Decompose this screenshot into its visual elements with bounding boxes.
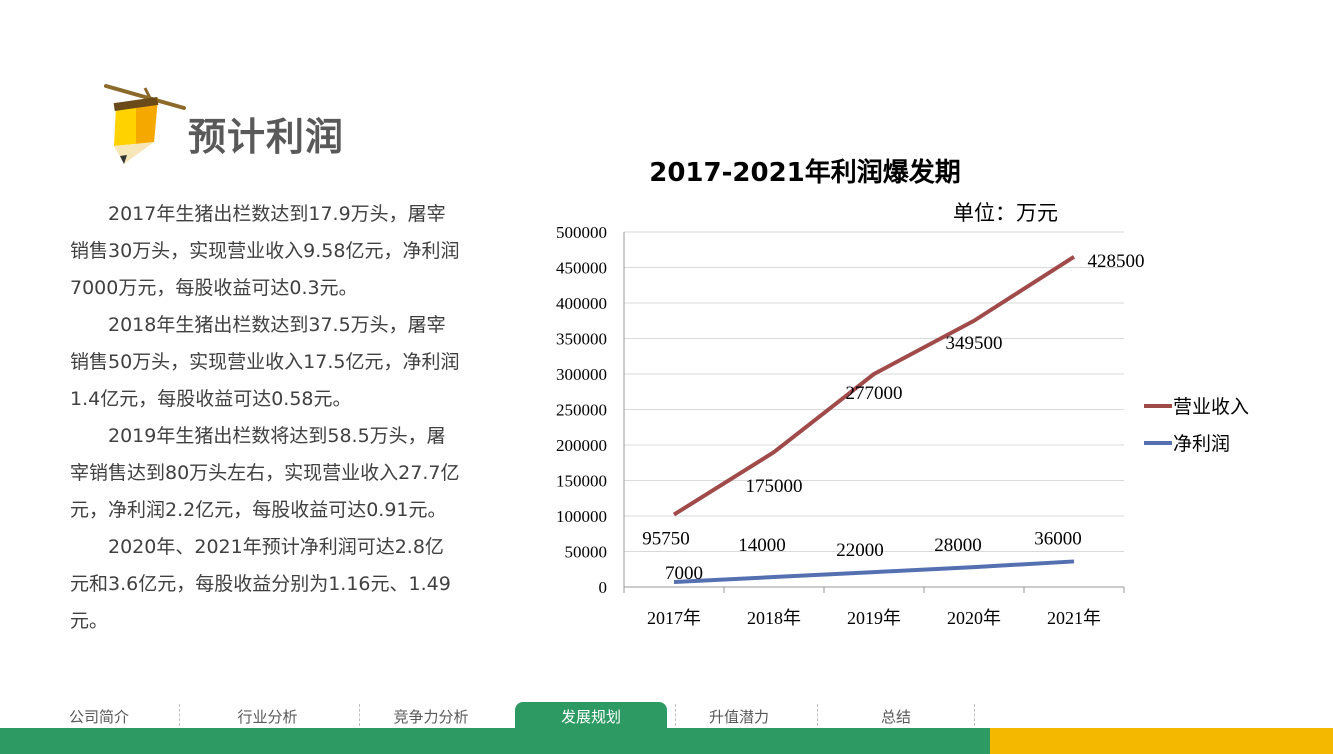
description-text: 2017年生猪出栏数达到17.9万头，屠宰销售30万头，实现营业收入9.58亿元… <box>70 196 462 640</box>
legend-label: 营业收入 <box>1173 396 1249 418</box>
paragraph: 2018年生猪出栏数达到37.5万头，屠宰销售50万头，实现营业收入17.5亿元… <box>70 314 460 410</box>
legend-label: 净利润 <box>1173 433 1230 455</box>
series-line-revenue <box>672 255 1076 517</box>
chart-unit-label: 单位：万元 <box>953 201 1058 225</box>
y-tick-label: 150000 <box>556 472 607 491</box>
x-tick-label: 2020年 <box>947 608 1001 628</box>
tab-separator <box>675 704 676 726</box>
chart-title: 2017-2021年利润爆发期 <box>649 158 961 188</box>
y-tick-label: 300000 <box>556 365 607 384</box>
tab-separator <box>179 704 180 726</box>
paragraph: 2019年生猪出栏数将达到58.5万头，屠宰销售达到80万头左右，实现营业收入2… <box>70 425 460 521</box>
data-label: 349500 <box>946 333 1003 354</box>
footer-bar-yellow <box>990 728 1333 754</box>
series-line-net-profit <box>673 559 1075 585</box>
y-tick-label: 250000 <box>556 401 607 420</box>
y-tick-label: 450000 <box>556 259 607 278</box>
y-tick-label: 400000 <box>556 294 607 313</box>
tab-separator <box>817 704 818 726</box>
footer-bar-green <box>0 728 990 754</box>
x-tick-label: 2017年 <box>647 608 701 628</box>
x-tick-label: 2018年 <box>747 608 801 628</box>
tab-company-intro[interactable]: 公司简介 <box>68 708 129 726</box>
y-tick-label: 0 <box>599 578 608 597</box>
data-label: 95750 <box>642 529 690 550</box>
x-tick-label: 2019年 <box>847 608 901 628</box>
tab-separator <box>974 704 975 726</box>
tab-appreciation-potential[interactable]: 升值潜力 <box>708 708 769 726</box>
data-label: 277000 <box>846 383 903 404</box>
data-label: 428500 <box>1088 251 1145 272</box>
tab-development-plan[interactable]: 发展规划 <box>515 702 667 728</box>
tab-separator <box>359 704 360 726</box>
profit-line-chart: 0 50000 100000 150000 200000 250000 300000 3500… <box>556 223 1249 628</box>
data-label: 28000 <box>934 535 982 556</box>
y-tick-label: 200000 <box>556 436 607 455</box>
y-tick-label: 100000 <box>556 507 607 526</box>
y-tick-label: 500000 <box>556 223 607 242</box>
y-tick-label: 50000 <box>565 543 608 562</box>
tab-summary[interactable]: 总结 <box>880 708 911 726</box>
data-label: 36000 <box>1034 528 1082 549</box>
y-tick-label: 350000 <box>556 330 607 349</box>
data-label: 14000 <box>738 535 786 556</box>
tab-industry-analysis[interactable]: 行业分析 <box>237 708 298 726</box>
pencil-logo-icon <box>104 84 186 164</box>
data-label: 7000 <box>665 563 703 584</box>
data-label: 22000 <box>836 540 884 561</box>
data-label: 175000 <box>746 476 803 497</box>
tab-competitiveness-analysis[interactable]: 竞争力分析 <box>393 708 469 726</box>
page-title: 预计利润 <box>188 115 345 159</box>
bottom-nav: 公司简介 行业分析 竞争力分析 发展规划 升值潜力 总结 <box>0 702 1333 728</box>
paragraph: 2020年、2021年预计净利润可达2.8亿元和3.6亿元，每股收益分别为1.1… <box>70 536 451 632</box>
x-tick-label: 2021年 <box>1047 608 1101 628</box>
paragraph: 2017年生猪出栏数达到17.9万头，屠宰销售30万头，实现营业收入9.58亿元… <box>70 203 460 299</box>
